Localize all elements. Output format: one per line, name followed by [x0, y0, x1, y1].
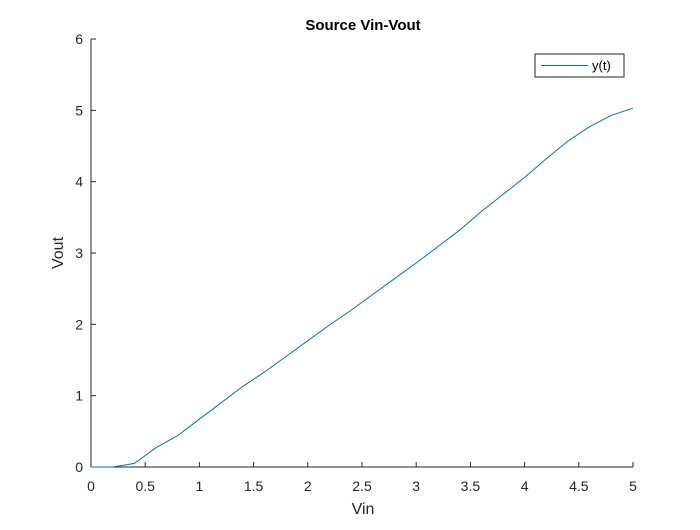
chart-title: Source Vin-Vout — [305, 17, 420, 34]
y-tick-label: 4 — [75, 174, 83, 190]
x-tick-label: 0.5 — [135, 478, 155, 494]
series-line-y-t — [91, 107, 634, 468]
x-tick-label: 4.5 — [569, 478, 589, 494]
y-tick-label: 6 — [75, 31, 83, 47]
series-layer — [91, 107, 634, 468]
x-tick-label: 2.5 — [352, 478, 372, 494]
y-axis-label: Vout — [50, 236, 67, 269]
y-tick-label: 0 — [75, 459, 83, 475]
y-tick-label: 2 — [75, 316, 83, 332]
y-tick-label: 5 — [75, 102, 83, 118]
x-tick-label: 3 — [412, 478, 420, 494]
x-tick-label: 3.5 — [461, 478, 481, 494]
legend-entry-y-t: y(t) — [592, 58, 611, 73]
x-axis-label: Vin — [352, 501, 375, 518]
x-axis-ticks: 0 0.5 1 1.5 2 2.5 3 3.5 4 4.5 5 — [87, 462, 637, 494]
x-tick-label: 5 — [629, 478, 637, 494]
x-tick-label: 2 — [304, 478, 312, 494]
legend: y(t) — [534, 53, 625, 78]
x-tick-label: 0 — [87, 478, 95, 494]
x-tick-label: 1 — [196, 478, 204, 494]
y-axis-ticks: 0 1 2 3 4 5 6 — [75, 31, 96, 475]
y-tick-label: 3 — [75, 245, 83, 261]
x-tick-label: 1.5 — [244, 478, 264, 494]
x-tick-label: 4 — [521, 478, 529, 494]
y-tick-label: 1 — [75, 388, 83, 404]
plot-area — [91, 39, 633, 467]
